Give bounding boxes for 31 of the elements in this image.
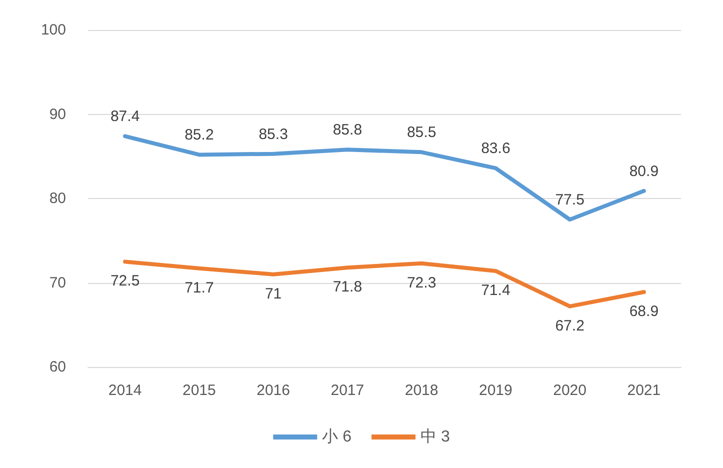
- data-label: 67.2: [555, 317, 584, 334]
- data-label: 85.2: [184, 126, 214, 144]
- x-tick-label: 2014: [108, 382, 142, 399]
- data-label: 71: [264, 285, 282, 302]
- legend-label: 中 3: [420, 428, 450, 446]
- data-label: 85.8: [332, 122, 362, 139]
- data-label: 68.9: [629, 303, 659, 320]
- data-label: 71.7: [184, 279, 214, 296]
- y-tick-label: 80: [49, 190, 66, 207]
- data-label: 71.4: [481, 282, 510, 299]
- y-tick-label: 90: [49, 106, 66, 123]
- data-label: 72.3: [406, 274, 436, 292]
- x-tick-label: 2015: [182, 382, 216, 399]
- data-label: 77.5: [555, 192, 584, 209]
- x-tick-label: 2016: [256, 382, 290, 399]
- data-label: 85.3: [258, 126, 288, 143]
- data-label: 83.6: [481, 140, 510, 158]
- y-tick-label: 70: [49, 274, 66, 292]
- x-tick-label: 2021: [627, 382, 661, 399]
- data-label: 80.9: [629, 162, 659, 180]
- y-tick-label: 100: [40, 22, 66, 38]
- data-label: 87.4: [110, 108, 140, 126]
- x-tick-label: 2020: [553, 382, 586, 399]
- data-label: 72.5: [110, 272, 140, 290]
- x-tick-label: 2018: [404, 382, 438, 399]
- y-tick-label: 60: [49, 358, 66, 376]
- x-tick-label: 2019: [479, 382, 512, 399]
- legend-label: 小 6: [322, 428, 352, 446]
- data-label: 85.5: [406, 124, 436, 142]
- data-label: 71.8: [332, 278, 362, 296]
- x-tick-label: 2017: [330, 382, 364, 399]
